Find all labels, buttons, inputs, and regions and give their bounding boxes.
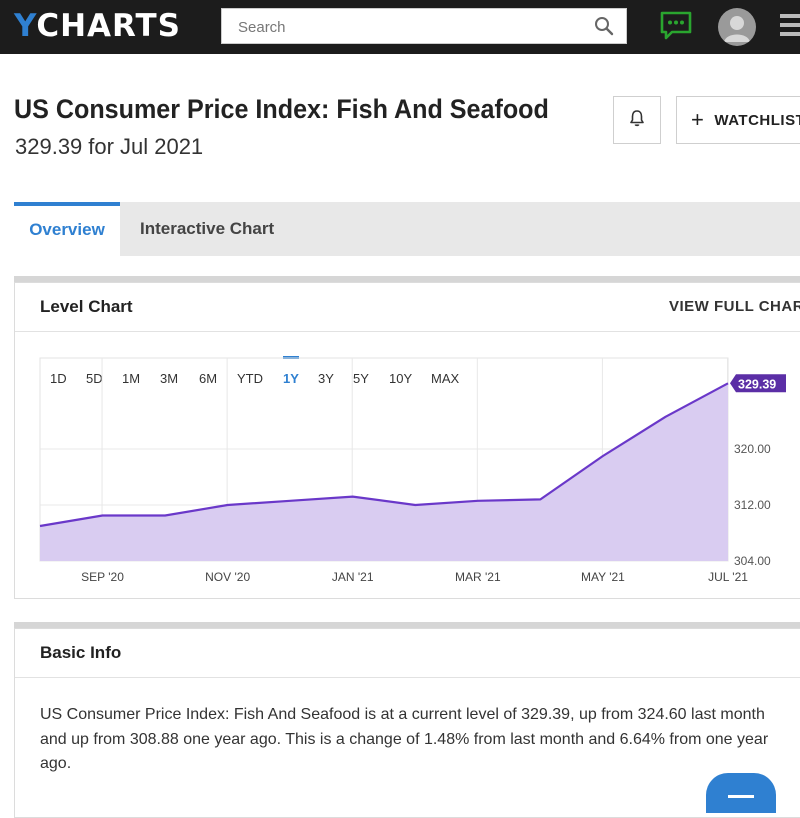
range-6m[interactable]: 6M: [199, 371, 217, 386]
top-bar: YCHARTS: [0, 0, 800, 54]
range-max[interactable]: MAX: [431, 371, 459, 386]
current-period: Jul 2021: [120, 134, 203, 159]
search-box: [221, 8, 627, 44]
search-icon[interactable]: [594, 16, 614, 41]
menu-icon[interactable]: [780, 14, 800, 41]
watchlist-button[interactable]: +WATCHLIST: [676, 96, 800, 144]
range-3m[interactable]: 3M: [160, 371, 178, 386]
level-chart-heading: Level Chart: [40, 297, 133, 317]
range-1y[interactable]: 1Y: [283, 371, 299, 386]
current-value: 329.39: [15, 134, 82, 159]
range-1m[interactable]: 1M: [122, 371, 140, 386]
range-10y[interactable]: 10Y: [389, 371, 412, 386]
range-5y[interactable]: 5Y: [353, 371, 369, 386]
range-1d[interactable]: 1D: [50, 371, 67, 386]
bell-icon: [627, 108, 647, 133]
tab-overview[interactable]: Overview: [14, 202, 120, 256]
active-range-indicator: [283, 356, 299, 359]
range-ytd[interactable]: YTD: [237, 371, 263, 386]
chat-icon[interactable]: [658, 8, 694, 49]
avatar-icon[interactable]: [718, 8, 756, 46]
view-full-chart-link[interactable]: VIEW FULL CHART: [669, 298, 800, 315]
range-3y[interactable]: 3Y: [318, 371, 334, 386]
search-input[interactable]: [236, 9, 580, 45]
level-chart-card: Level Chart VIEW FULL CHART: [14, 282, 800, 599]
basic-info-text: US Consumer Price Index: Fish And Seafoo…: [40, 703, 780, 777]
chat-widget-button[interactable]: [706, 773, 776, 813]
alert-button[interactable]: [613, 96, 661, 144]
basic-info-heading: Basic Info: [40, 643, 121, 663]
plus-icon: +: [691, 110, 704, 130]
ycharts-logo[interactable]: YCHARTS: [14, 6, 181, 46]
page-title: US Consumer Price Index: Fish And Seafoo…: [14, 94, 549, 125]
tab-interactive-chart[interactable]: Interactive Chart: [140, 202, 274, 256]
range-5d[interactable]: 5D: [86, 371, 103, 386]
tab-bar: Overview Interactive Chart: [14, 202, 800, 256]
